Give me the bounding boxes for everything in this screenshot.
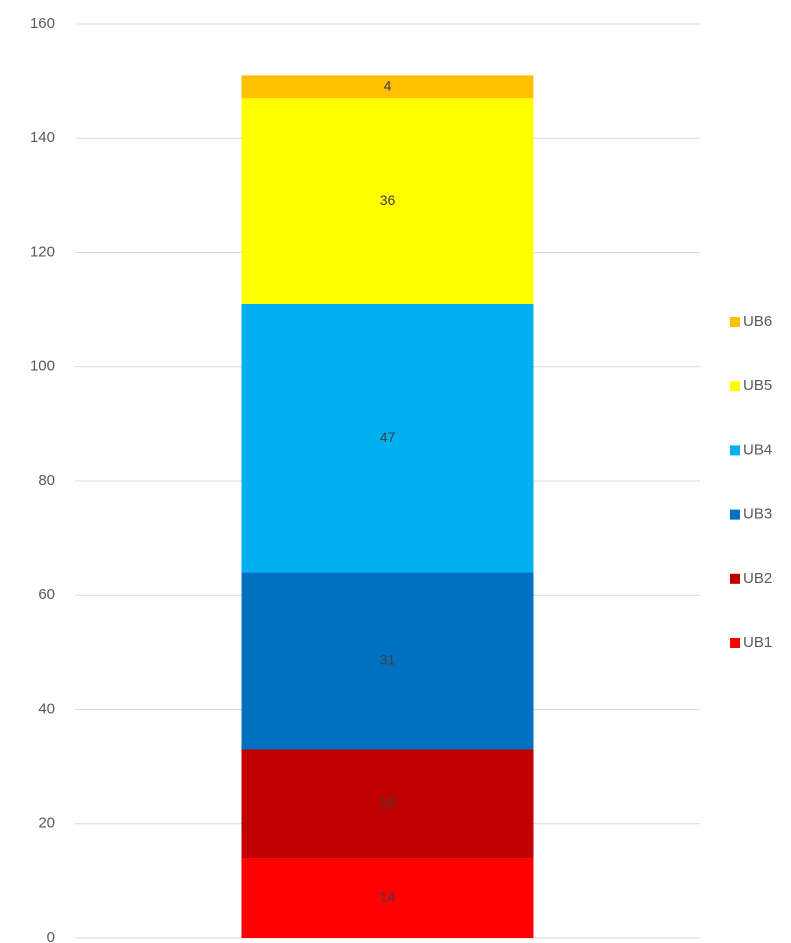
legend-label: UB3 (743, 506, 772, 523)
bar-segment (241, 98, 534, 304)
bar-segment (241, 572, 534, 750)
legend-swatch (730, 638, 740, 648)
legend-label: UB4 (743, 441, 772, 458)
bar-segment (241, 858, 534, 938)
y-tick-label: 20 (38, 815, 55, 832)
bar-segment (241, 749, 534, 859)
legend-label: UB2 (743, 570, 772, 587)
data-label: 19 (380, 794, 396, 810)
y-tick-label: 60 (38, 586, 55, 603)
data-label: 47 (380, 429, 396, 445)
y-tick-label: 140 (30, 129, 55, 146)
y-tick-label: 120 (30, 243, 55, 260)
bar-segment (241, 75, 534, 99)
data-label: 31 (380, 652, 396, 668)
legend-label: UB1 (743, 634, 772, 651)
y-tick-label: 160 (30, 15, 55, 32)
y-tick-label: 0 (47, 929, 55, 943)
legend-swatch (730, 573, 740, 584)
legend-swatch (730, 509, 740, 520)
legend-swatch (730, 317, 740, 327)
data-label: 14 (380, 889, 396, 905)
legend-label: UB5 (743, 377, 772, 394)
data-label: 4 (384, 78, 392, 94)
y-tick-label: 80 (38, 472, 55, 489)
legend-label: UB6 (743, 313, 772, 330)
y-tick-label: 40 (38, 700, 55, 717)
legend-swatch (730, 445, 740, 456)
legend-swatch (730, 381, 740, 392)
data-label: 36 (380, 192, 396, 208)
y-tick-label: 100 (30, 358, 55, 375)
bar-segment (241, 303, 534, 573)
